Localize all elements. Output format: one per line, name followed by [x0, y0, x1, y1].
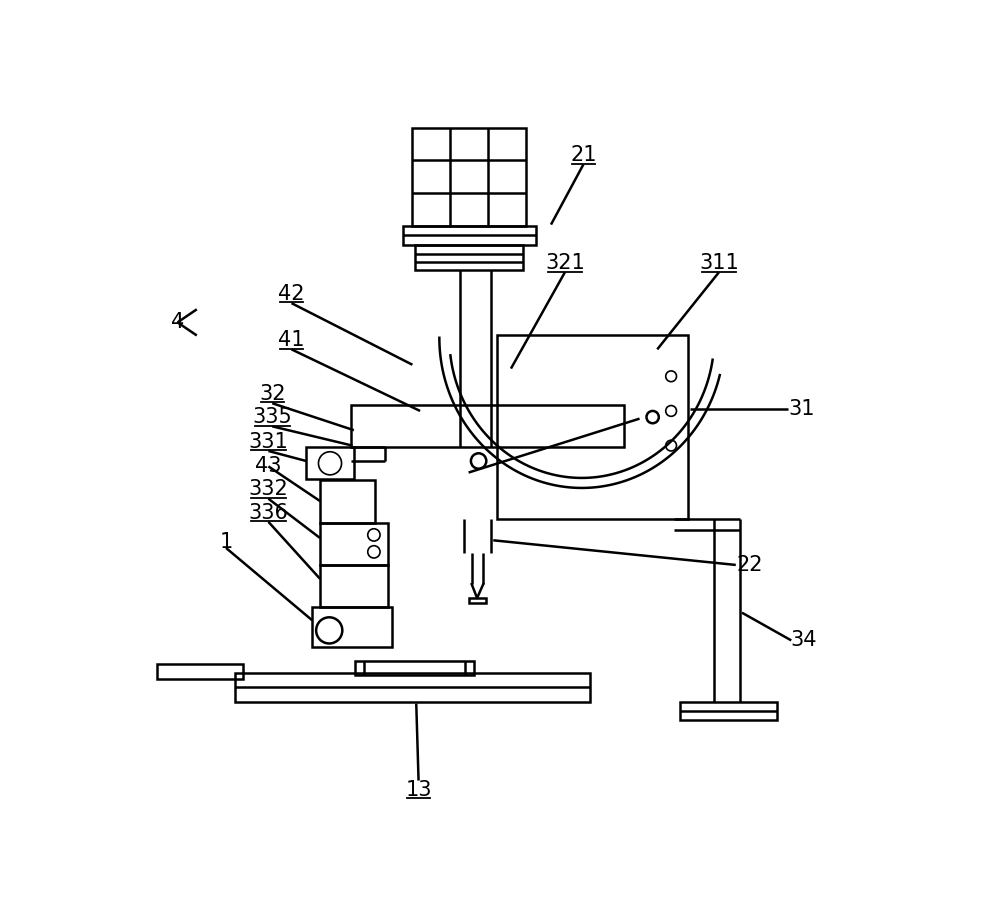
Text: 34: 34: [790, 631, 817, 650]
Bar: [469, 598, 486, 603]
Text: 331: 331: [249, 431, 288, 452]
Text: 4: 4: [171, 313, 184, 333]
Bar: [415, 245, 523, 270]
Text: 335: 335: [252, 408, 292, 427]
Text: 13: 13: [405, 780, 432, 799]
Text: 311: 311: [699, 254, 739, 273]
Text: 22: 22: [736, 555, 763, 575]
Bar: [157, 664, 243, 679]
Text: 332: 332: [249, 479, 288, 500]
Text: 336: 336: [248, 502, 288, 523]
Bar: [497, 336, 688, 519]
Bar: [235, 673, 590, 702]
Text: 31: 31: [789, 399, 815, 420]
Bar: [355, 661, 474, 675]
Bar: [306, 447, 354, 479]
Text: 21: 21: [570, 146, 597, 165]
Bar: [320, 523, 388, 565]
Bar: [312, 608, 392, 647]
Bar: [320, 480, 375, 523]
Text: 32: 32: [259, 384, 286, 404]
Text: 42: 42: [278, 284, 305, 304]
Bar: [680, 702, 777, 720]
Text: 1: 1: [219, 532, 233, 552]
Text: 321: 321: [545, 254, 585, 273]
Text: 43: 43: [255, 456, 282, 477]
Bar: [412, 127, 526, 226]
Text: 41: 41: [278, 330, 305, 350]
Bar: [351, 405, 624, 447]
Bar: [320, 565, 388, 608]
Bar: [403, 226, 536, 245]
